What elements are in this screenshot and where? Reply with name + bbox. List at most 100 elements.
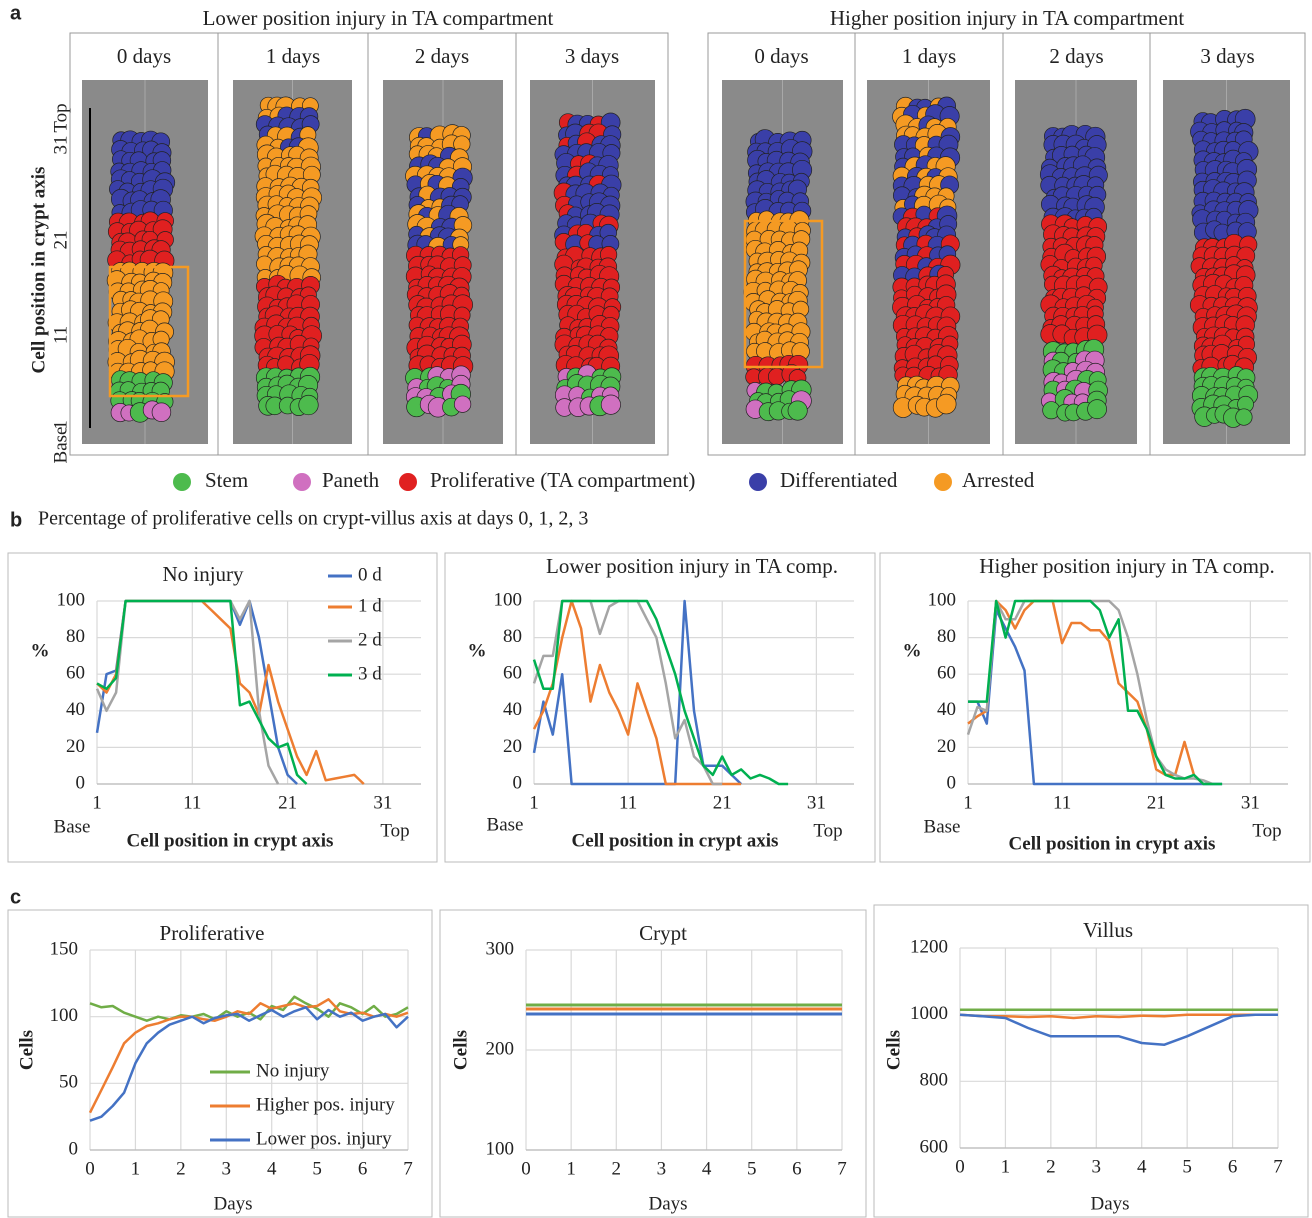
day-label: 0 days: [117, 44, 171, 68]
y-tick-label: 300: [486, 938, 515, 959]
y-tick-label: 20: [503, 736, 522, 757]
y-tick-label: 200: [486, 1038, 515, 1059]
axis-tick-label: Top: [50, 103, 71, 132]
series-line: [89, 1006, 409, 1122]
axis-tick-label: 1: [50, 420, 71, 430]
y-tick-label: 100: [57, 589, 86, 610]
x-end-label: Top: [813, 820, 842, 841]
cell: [787, 400, 808, 421]
chart-title: Villus: [1083, 918, 1133, 942]
x-tick-label: 6: [792, 1158, 802, 1179]
x-tick-label: 5: [747, 1158, 757, 1179]
legend-marker: [749, 473, 767, 491]
x-tick-label: 0: [955, 1156, 965, 1177]
y-tick-label: 60: [66, 663, 85, 684]
chart-title: Proliferative: [160, 921, 265, 945]
x-tick-label: 5: [1182, 1156, 1192, 1177]
x-tick-label: 31: [1241, 792, 1260, 813]
series-line: [96, 599, 365, 785]
group-frame: [707, 32, 1306, 456]
x-end-label: Base: [924, 816, 961, 837]
axis-label: Cell position in crypt axis: [28, 167, 49, 374]
x-tick-label: 3: [657, 1158, 667, 1179]
day-label: 3 days: [565, 44, 619, 68]
y-tick-label: 20: [66, 736, 85, 757]
y-tick-label: 1000: [910, 1003, 948, 1024]
x-tick-label: 6: [1228, 1156, 1238, 1177]
legend-label: Higher pos. injury: [256, 1094, 395, 1115]
chart-frame: [7, 552, 438, 863]
legend-label: 0 d: [358, 564, 382, 585]
legend-marker: [399, 473, 417, 491]
series-line: [968, 599, 1223, 786]
x-end-label: Base: [54, 816, 91, 837]
x-tick-label: 1: [92, 792, 102, 813]
y-tick-label: 800: [920, 1070, 949, 1091]
y-tick-label: 50: [59, 1072, 78, 1093]
x-tick-label: 21: [278, 792, 297, 813]
y-tick-label: 80: [937, 626, 956, 647]
y-tick-label: 1200: [910, 936, 948, 957]
legend-marker: [173, 473, 191, 491]
x-tick-label: 31: [807, 792, 826, 813]
cell: [453, 395, 472, 413]
y-tick-label: 40: [503, 699, 522, 720]
x-axis-label: Cell position in crypt axis: [572, 830, 779, 851]
x-tick-label: 7: [403, 1158, 413, 1179]
day-label: 1 days: [902, 44, 956, 68]
series-line: [95, 599, 280, 785]
chart-frame: [439, 909, 867, 1218]
chart-title: Crypt: [639, 921, 687, 945]
x-tick-label: 4: [702, 1158, 712, 1179]
axis-tick-label: 11: [50, 326, 71, 344]
y-tick-label: 80: [66, 626, 85, 647]
y-tick-label: 100: [50, 1005, 79, 1026]
cell: [1235, 408, 1253, 426]
x-tick-label: 3: [1092, 1156, 1102, 1177]
chart-title: Higher position injury in TA comp.: [979, 554, 1274, 578]
y-tick-label: 100: [494, 589, 523, 610]
legend-label: 3 d: [358, 663, 382, 684]
y-tick-label: 600: [920, 1136, 949, 1157]
series-line: [532, 599, 742, 786]
y-tick-label: 100: [486, 1138, 515, 1159]
x-end-label: Top: [380, 820, 409, 841]
x-tick-label: 21: [713, 792, 732, 813]
y-axis-label: Cells: [883, 1030, 904, 1070]
panel-label: c: [10, 886, 21, 908]
panel-title: Percentage of proliferative cells on cry…: [38, 508, 588, 530]
panel-label: b: [10, 509, 22, 531]
day-label: 2 days: [415, 44, 469, 68]
legend-label: Arrested: [962, 468, 1035, 492]
x-end-label: Top: [1252, 820, 1281, 841]
x-tick-label: 11: [183, 792, 201, 813]
y-tick-label: 80: [503, 626, 522, 647]
injury-region: [108, 265, 190, 398]
x-tick-label: 2: [612, 1158, 622, 1179]
y-tick-label: 40: [66, 699, 85, 720]
y-tick-label: 60: [503, 663, 522, 684]
legend-label: Paneth: [322, 468, 380, 492]
legend-label: No injury: [256, 1060, 330, 1081]
x-tick-label: 21: [1147, 792, 1166, 813]
x-tick-label: 1: [963, 792, 973, 813]
y-tick-label: 150: [50, 938, 79, 959]
cell: [935, 393, 957, 415]
x-tick-label: 11: [619, 792, 637, 813]
legend-label: 2 d: [358, 629, 382, 650]
chart-title: No injury: [162, 562, 244, 586]
x-tick-label: 31: [373, 792, 392, 813]
legend-label: 1 d: [358, 595, 382, 616]
series-line: [88, 998, 409, 1114]
x-axis-label: Cell position in crypt axis: [127, 830, 334, 851]
x-end-label: Base: [487, 814, 524, 835]
x-tick-label: 7: [1273, 1156, 1283, 1177]
chart-frame: [444, 552, 876, 863]
day-label: 0 days: [754, 44, 808, 68]
x-axis-label: Days: [648, 1193, 687, 1214]
chart-frame: [879, 552, 1311, 863]
series-line: [96, 599, 308, 785]
series-line: [532, 599, 742, 786]
day-label: 3 days: [1200, 44, 1254, 68]
legend-label: Stem: [205, 468, 248, 492]
